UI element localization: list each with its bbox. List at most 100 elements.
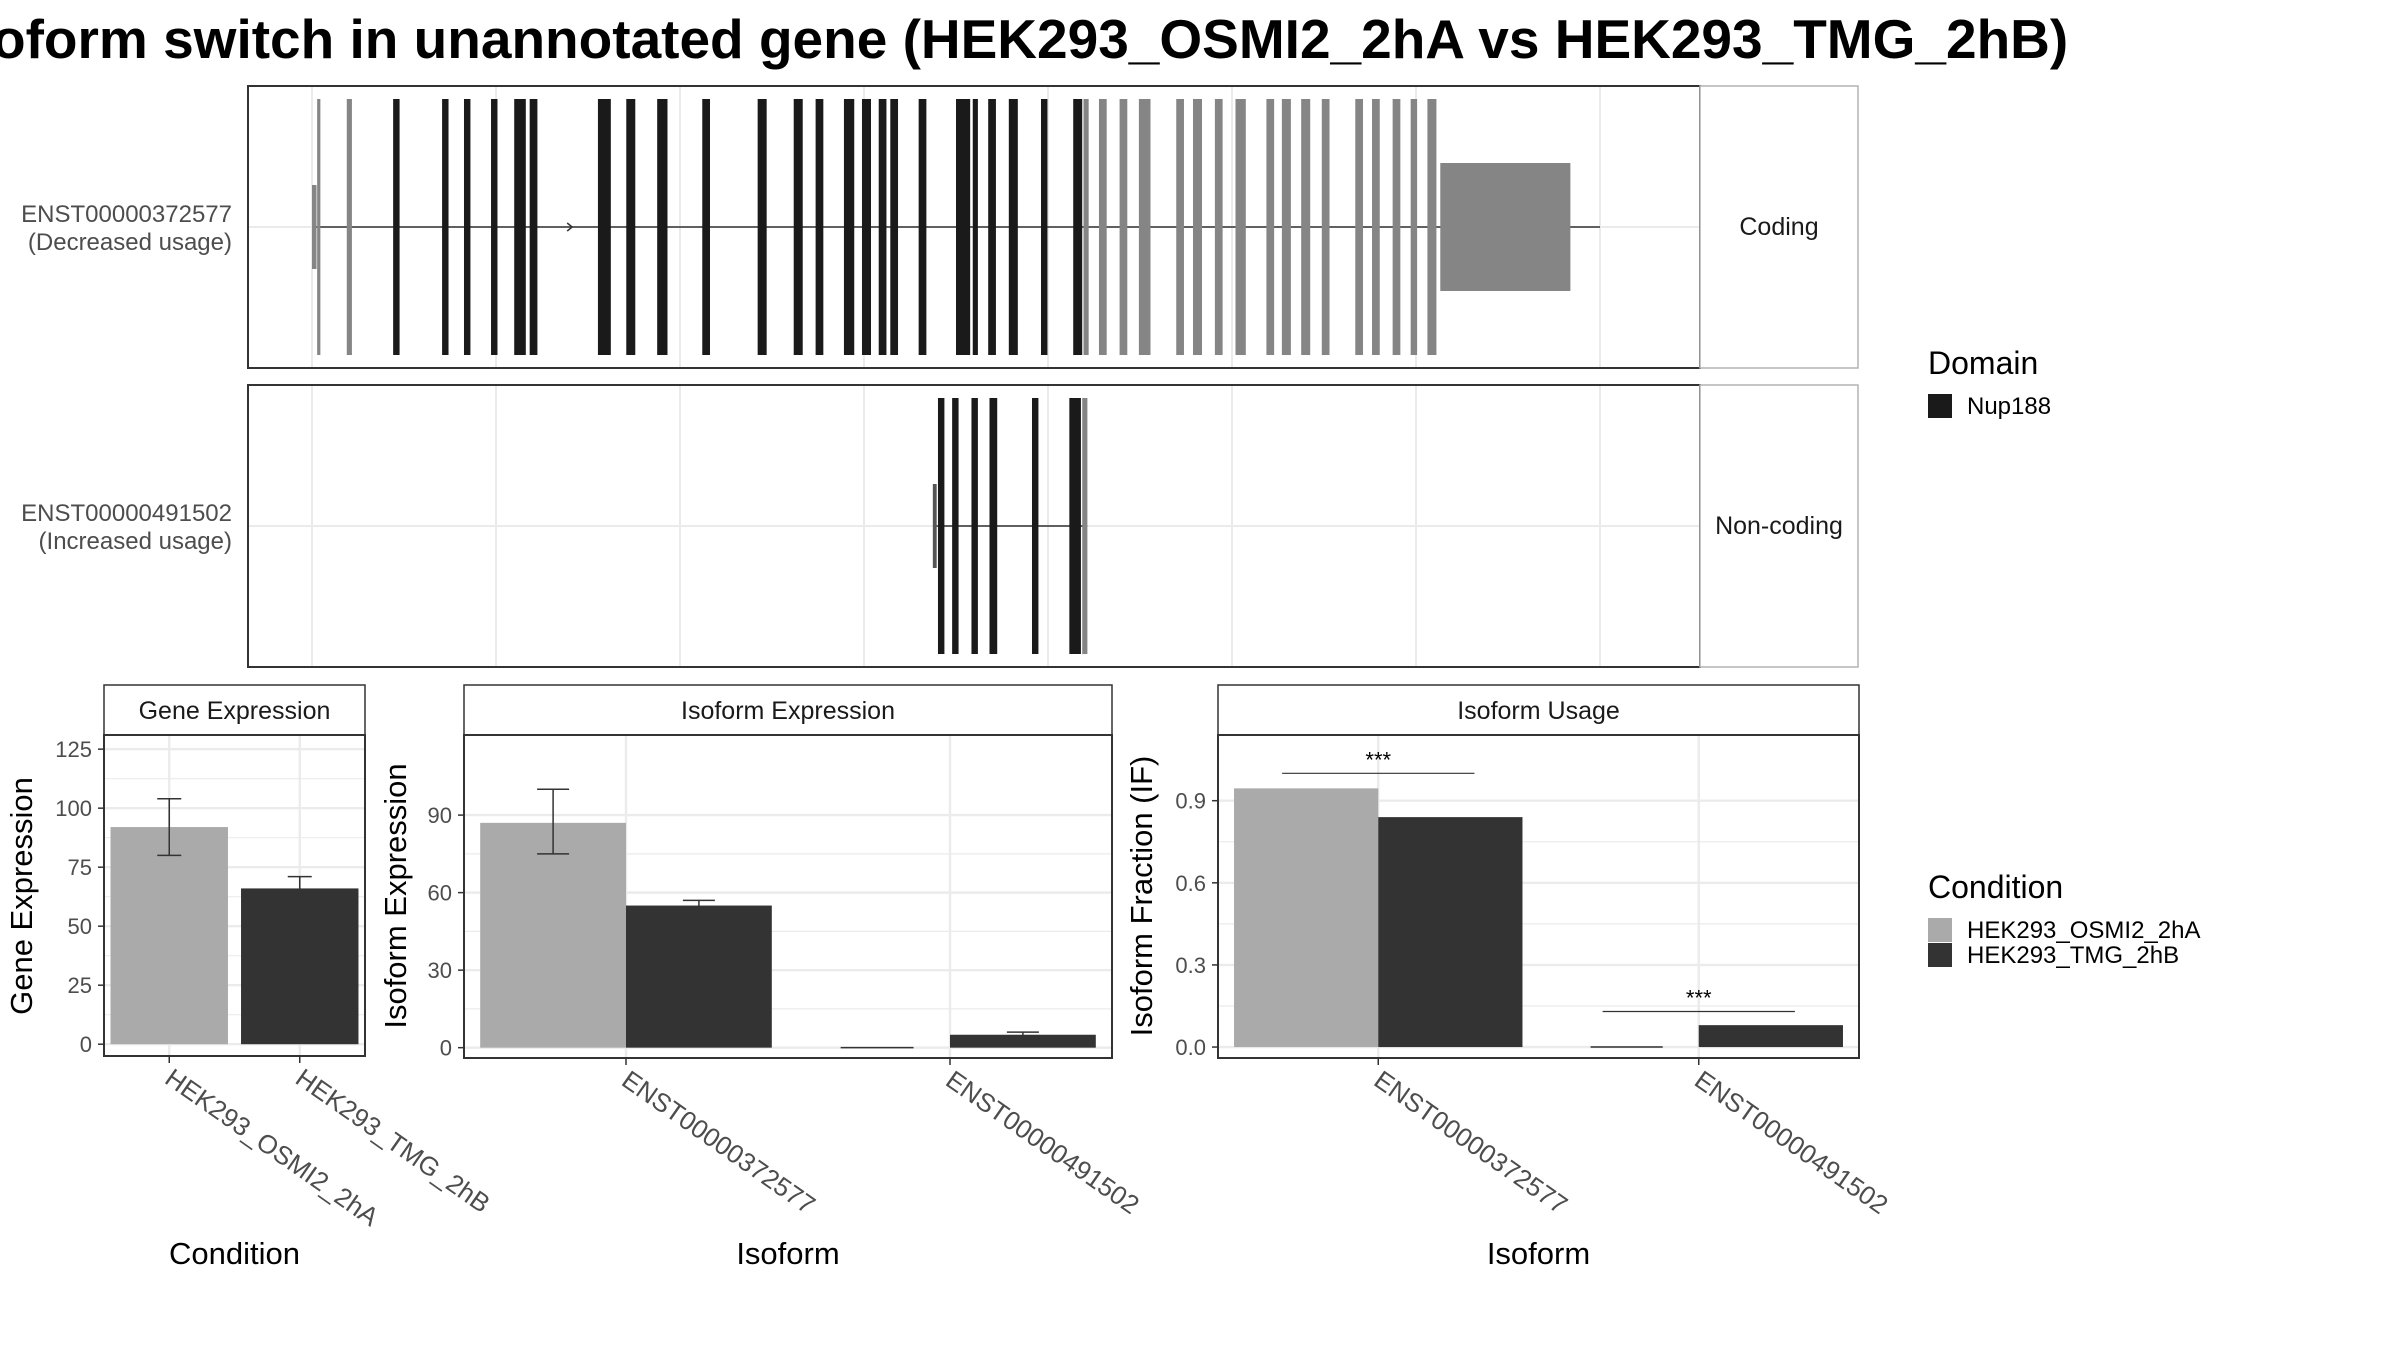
exon-domain bbox=[793, 99, 803, 355]
exon-other bbox=[1098, 99, 1107, 355]
isoform-expression-y-ticks: 0 30 60 90 bbox=[428, 803, 464, 1061]
exon-domain bbox=[514, 99, 526, 355]
exon-domain bbox=[657, 99, 668, 355]
exon-other bbox=[1372, 99, 1380, 355]
y-tick-label: 0.0 bbox=[1175, 1035, 1206, 1060]
significance-label: *** bbox=[1686, 985, 1712, 1010]
structure-strip-2 bbox=[1699, 384, 1859, 668]
exon-domain bbox=[890, 99, 899, 355]
gene-expression-strip-label: Gene Expression bbox=[139, 697, 331, 725]
exon-domain bbox=[937, 398, 945, 654]
condition-legend-swatch-tmg bbox=[1928, 943, 1952, 967]
exon-other bbox=[1301, 99, 1311, 355]
exon-domain bbox=[843, 99, 855, 355]
domain-legend: Domain Nup188 bbox=[1928, 345, 2051, 420]
exon-utr bbox=[312, 185, 317, 269]
exon-domain bbox=[972, 99, 978, 355]
gene-expression-bars bbox=[110, 797, 359, 1045]
isoform-expression-strip-label: Isoform Expression bbox=[681, 697, 895, 725]
bar bbox=[1234, 788, 1379, 1048]
isoform-expression-border bbox=[463, 734, 1113, 1059]
y-tick-label: 0.6 bbox=[1175, 871, 1206, 896]
exon-domain bbox=[878, 99, 887, 355]
y-tick-label: 60 bbox=[428, 881, 452, 906]
isoform-label-2-usage: (Increased usage) bbox=[39, 528, 232, 555]
exon-other bbox=[346, 99, 352, 355]
exon-other bbox=[1321, 99, 1330, 355]
domain-legend-item: Nup188 bbox=[1967, 393, 2051, 420]
structure-panel-2: Non-coding ENST00000491502 (Increased us… bbox=[21, 384, 1859, 668]
bar bbox=[950, 1034, 1096, 1048]
exon-domain bbox=[757, 99, 767, 355]
exon-domain bbox=[989, 398, 998, 654]
exon-other bbox=[1176, 99, 1184, 355]
exon-domain bbox=[1041, 99, 1048, 355]
exon-domain bbox=[702, 99, 710, 355]
gene-expression-border bbox=[103, 734, 366, 1057]
x-tick-label: HEK293_OSMI2_2hA bbox=[160, 1062, 385, 1232]
exon-domain bbox=[1031, 398, 1039, 654]
y-tick-label: 25 bbox=[68, 973, 92, 998]
exon-other bbox=[317, 99, 321, 355]
exon-other bbox=[1235, 99, 1246, 355]
exon-domain bbox=[463, 99, 471, 355]
structure-track-1 bbox=[312, 99, 1600, 355]
y-tick-label: 50 bbox=[68, 914, 92, 939]
exon-other bbox=[1392, 99, 1401, 355]
structure-panel-1: Coding ENST00000372577 (Decreased usage) bbox=[21, 85, 1859, 369]
exon-other bbox=[1082, 398, 1088, 654]
isoform-usage-strip-label: Isoform Usage bbox=[1457, 697, 1620, 725]
y-tick-label: 90 bbox=[428, 803, 452, 828]
exon-domain bbox=[956, 99, 971, 355]
exon-domain bbox=[918, 99, 927, 355]
bar bbox=[1378, 817, 1523, 1048]
structure-class-label-1: Coding bbox=[1739, 213, 1818, 241]
isoform-usage-border bbox=[1217, 734, 1860, 1059]
significance-label: *** bbox=[1365, 747, 1391, 772]
isoform-usage-x-ticks: ENST00000372577 ENST00000491502 bbox=[1369, 1058, 1894, 1220]
exon-other bbox=[1410, 99, 1418, 355]
structure-track-2 bbox=[932, 398, 1088, 654]
gene-expression-chart: Gene Expression 0 25 50 75 100 125 HEK293_OSM… bbox=[4, 684, 496, 1271]
y-tick-label: 125 bbox=[55, 737, 92, 762]
gene-expression-strip bbox=[103, 684, 366, 736]
exon-other bbox=[1138, 99, 1151, 355]
isoform-label-2-id: ENST00000491502 bbox=[21, 500, 232, 527]
exon-domain bbox=[626, 99, 636, 355]
strand-arrow bbox=[566, 222, 574, 232]
exon-domain bbox=[1069, 398, 1081, 654]
exon-utr bbox=[1440, 163, 1571, 291]
exon-domain bbox=[988, 99, 996, 355]
bar bbox=[480, 822, 626, 1048]
exon-other bbox=[1119, 99, 1128, 355]
exon-domain bbox=[529, 99, 538, 355]
exon-other bbox=[1281, 99, 1291, 355]
exon-other bbox=[1214, 99, 1223, 355]
exon-domain bbox=[442, 99, 449, 355]
isoform-expression-x-title: Isoform bbox=[736, 1236, 839, 1271]
exon-domain bbox=[952, 398, 959, 654]
exon-domain bbox=[861, 99, 871, 355]
y-tick-label: 0.9 bbox=[1175, 789, 1206, 814]
isoform-usage-strip bbox=[1217, 684, 1860, 736]
exon-domain bbox=[815, 99, 824, 355]
y-tick-label: 0 bbox=[80, 1032, 92, 1057]
bar bbox=[1698, 1025, 1843, 1048]
isoform-label-1-id: ENST00000372577 bbox=[21, 201, 232, 228]
exon-other bbox=[1266, 99, 1275, 355]
isoform-expression-bars bbox=[480, 788, 1096, 1049]
isoform-expression-x-ticks: ENST00000372577 ENST00000491502 bbox=[617, 1058, 1145, 1220]
gene-expression-y-title: Gene Expression bbox=[4, 777, 39, 1015]
exon-domain bbox=[393, 99, 400, 355]
isoform-usage-y-title: Isoform Fraction (IF) bbox=[1124, 756, 1159, 1037]
condition-legend: Condition HEK293_OSMI2_2hA HEK293_TMG_2h… bbox=[1928, 869, 2200, 969]
y-tick-label: 100 bbox=[55, 796, 92, 821]
y-tick-label: 0 bbox=[440, 1036, 452, 1061]
structure-class-label-2: Non-coding bbox=[1715, 512, 1843, 540]
isoform-expression-y-title: Isoform Expression bbox=[378, 763, 413, 1028]
isoform-usage-x-title: Isoform bbox=[1487, 1236, 1590, 1271]
exon-domain bbox=[1008, 99, 1018, 355]
gene-expression-y-ticks: 0 25 50 75 100 125 bbox=[55, 737, 104, 1057]
